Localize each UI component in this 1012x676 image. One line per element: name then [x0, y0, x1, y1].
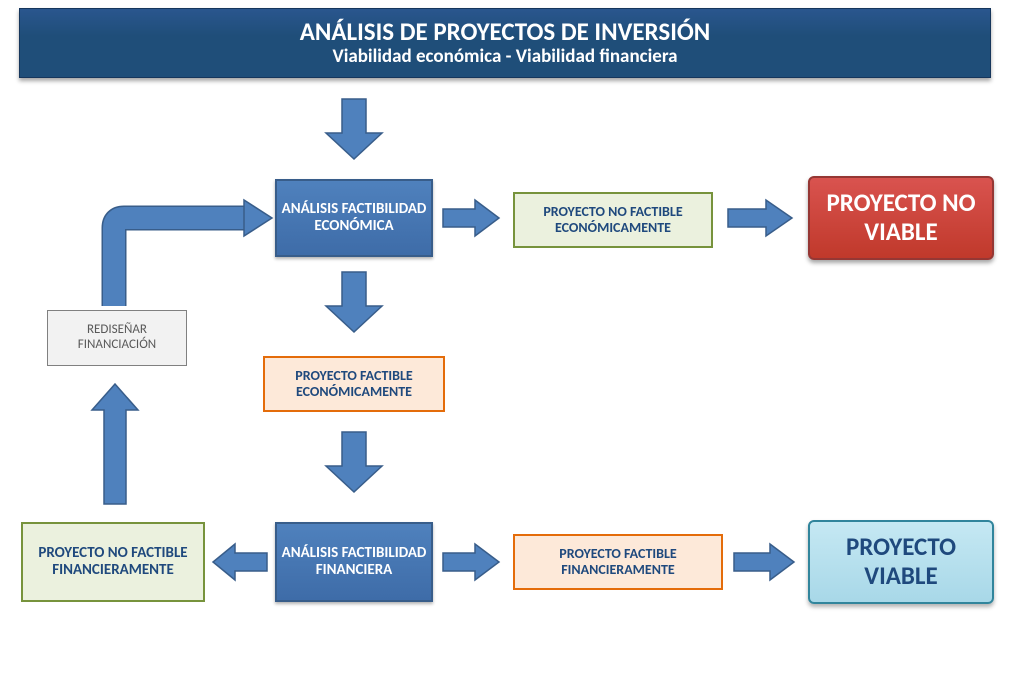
- arrow-elbow-icon: [0, 0, 1012, 676]
- flowchart-canvas: ANÁLISIS DE PROYECTOS DE INVERSIÓN Viabi…: [0, 0, 1012, 676]
